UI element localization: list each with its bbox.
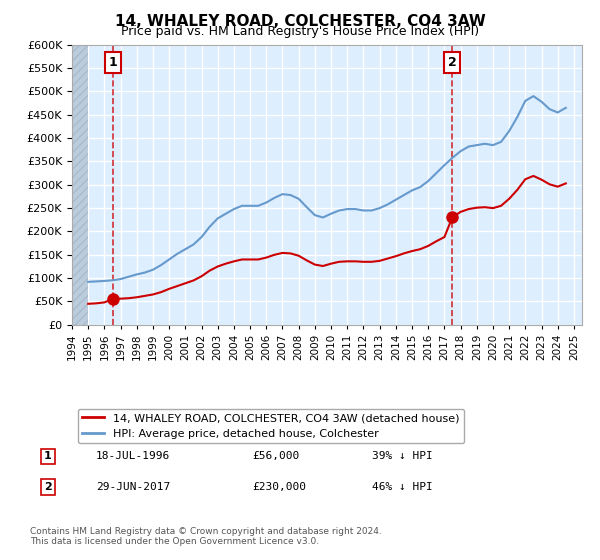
Text: 14, WHALEY ROAD, COLCHESTER, CO4 3AW: 14, WHALEY ROAD, COLCHESTER, CO4 3AW: [115, 14, 485, 29]
Text: £230,000: £230,000: [252, 482, 306, 492]
Text: £56,000: £56,000: [252, 451, 299, 461]
Text: 1: 1: [109, 56, 118, 69]
Text: 29-JUN-2017: 29-JUN-2017: [96, 482, 170, 492]
Legend: 14, WHALEY ROAD, COLCHESTER, CO4 3AW (detached house), HPI: Average price, detac: 14, WHALEY ROAD, COLCHESTER, CO4 3AW (de…: [77, 409, 464, 443]
Text: Contains HM Land Registry data © Crown copyright and database right 2024.
This d: Contains HM Land Registry data © Crown c…: [30, 526, 382, 546]
Text: Price paid vs. HM Land Registry's House Price Index (HPI): Price paid vs. HM Land Registry's House …: [121, 25, 479, 38]
Text: 46% ↓ HPI: 46% ↓ HPI: [372, 482, 433, 492]
Text: 2: 2: [448, 56, 457, 69]
Text: 18-JUL-1996: 18-JUL-1996: [96, 451, 170, 461]
Text: 1: 1: [44, 451, 52, 461]
Bar: [72, 45, 88, 325]
Text: 39% ↓ HPI: 39% ↓ HPI: [372, 451, 433, 461]
Text: 2: 2: [44, 482, 52, 492]
